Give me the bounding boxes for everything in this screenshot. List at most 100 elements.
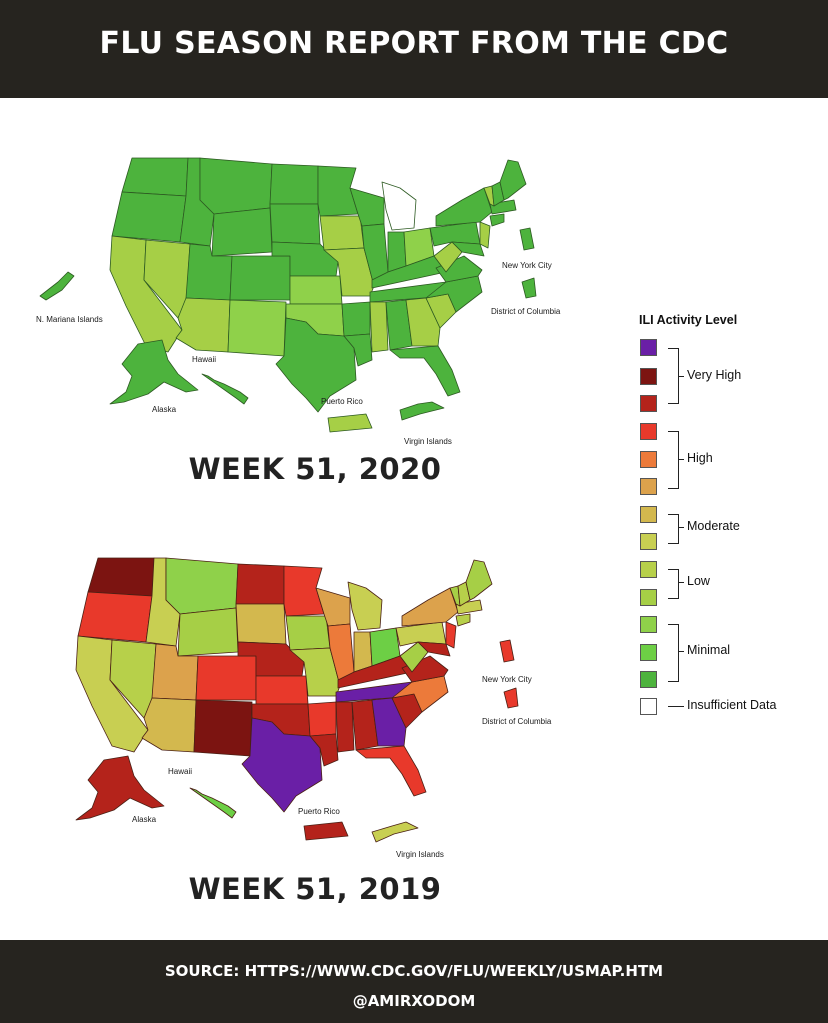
state-maine: [465, 559, 493, 601]
legend-swatch-high-3: [640, 423, 657, 440]
label-mariana: N. Mariana Islands: [36, 315, 103, 324]
state-washington: [121, 157, 189, 197]
legend-swatch-very-high-3: [640, 339, 657, 356]
footer-banner: SOURCE: HTTPS://WWW.CDC.GOV/FLU/WEEKLY/U…: [0, 940, 828, 1023]
territory-virgin-islands: [371, 821, 419, 843]
state-indiana: [353, 631, 373, 673]
state-wyoming: [211, 207, 273, 257]
state-new-jersey: [445, 621, 457, 649]
state-louisiana: [309, 733, 339, 767]
state-texas: [241, 717, 323, 813]
legend-swatch-high-1: [640, 478, 657, 495]
label-dc: District of Columbia: [491, 307, 561, 316]
state-arkansas: [307, 701, 337, 737]
label-puerto-rico: Puerto Rico: [298, 807, 340, 816]
legend-swatch-minimal-1: [640, 671, 657, 688]
state-michigan: [381, 181, 417, 231]
legend-swatch-low-2: [640, 561, 657, 578]
legend-bracket-low: [668, 569, 679, 599]
legend-label-minimal: Minimal: [687, 643, 731, 657]
state-michigan: [347, 581, 383, 631]
legend-label-moderate: Moderate: [687, 519, 740, 533]
legend-swatch-very-high-1: [640, 395, 657, 412]
state-connecticut: [455, 613, 471, 627]
caption-week-51-2019: WEEK 51, 2019: [188, 872, 442, 906]
state-indiana: [387, 231, 407, 273]
map-2019: Hawaii Alaska Puerto Rico Virgin Islands…: [75, 557, 552, 859]
territory-dc: [521, 277, 537, 299]
label-hawaii: Hawaii: [168, 767, 192, 776]
label-puerto-rico: Puerto Rico: [321, 397, 363, 406]
source-link[interactable]: SOURCE: HTTPS://WWW.CDC.GOV/FLU/WEEKLY/U…: [164, 962, 664, 980]
state-hawaii: [201, 373, 249, 405]
state-iowa: [285, 615, 331, 651]
state-arizona: [175, 297, 231, 353]
label-hawaii: Hawaii: [192, 355, 216, 364]
state-new-mexico: [227, 299, 287, 357]
legend-swatch-moderate-1: [640, 533, 657, 550]
legend-bracket-tick: [678, 376, 684, 377]
state-washington: [87, 557, 155, 597]
state-maryland: [451, 241, 485, 257]
legend-bracket-tick: [678, 651, 684, 652]
label-dc: District of Columbia: [482, 717, 552, 726]
state-florida: [355, 745, 427, 797]
legend-bracket-high: [668, 431, 679, 489]
state-maine: [499, 159, 527, 201]
state-mississippi: [369, 301, 389, 353]
state-virginia: [401, 655, 449, 683]
legend-swatch-insufficient: [640, 698, 657, 715]
state-new-york: [435, 187, 493, 227]
legend-bracket-tick: [678, 527, 684, 528]
territory-puerto-rico: [327, 413, 373, 433]
legend-label-very-high: Very High: [687, 368, 742, 382]
state-alaska: [75, 755, 165, 821]
state-iowa: [319, 215, 365, 251]
state-connecticut: [489, 213, 505, 227]
state-montana: [199, 157, 273, 215]
state-oregon: [77, 591, 153, 643]
label-virgin-islands: Virgin Islands: [396, 850, 444, 859]
legend-swatch-low-1: [640, 589, 657, 606]
legend-label-high: High: [687, 451, 713, 465]
territory-new-york-city: [499, 639, 515, 663]
legend: ILI Activity Level Very High High Modera…: [630, 310, 828, 730]
label-alaska: Alaska: [132, 815, 157, 824]
legend-title: ILI Activity Level: [639, 313, 738, 327]
label-new-york-city: New York City: [482, 675, 532, 684]
label-new-york-city: New York City: [502, 261, 552, 270]
state-arizona: [141, 697, 197, 753]
territory-virgin-islands: [399, 401, 445, 421]
state-louisiana: [343, 333, 373, 367]
state-maryland: [417, 641, 451, 657]
state-hawaii: [189, 787, 237, 819]
state-north-dakota: [235, 563, 285, 605]
state-new-mexico: [193, 699, 253, 757]
territory-new-york-city: [519, 227, 535, 251]
state-colorado: [195, 655, 257, 701]
legend-insufficient-line: [668, 706, 684, 707]
label-virgin-islands: Virgin Islands: [404, 437, 452, 446]
legend-swatch-moderate-2: [640, 506, 657, 523]
state-new-york: [401, 587, 459, 627]
state-south-dakota: [235, 603, 287, 645]
legend-swatch-high-2: [640, 451, 657, 468]
legend-label-low: Low: [687, 574, 710, 588]
legend-swatch-minimal-3: [640, 616, 657, 633]
state-arkansas: [341, 301, 371, 337]
state-kansas: [255, 675, 309, 705]
legend-swatch-minimal-2: [640, 644, 657, 661]
legend-bracket-tick: [678, 582, 684, 583]
legend-bracket-minimal: [668, 624, 679, 682]
legend-bracket-tick: [678, 459, 684, 460]
state-oregon: [111, 191, 187, 243]
state-south-dakota: [269, 203, 321, 245]
legend-label-insufficient: Insufficient Data: [687, 698, 777, 712]
label-alaska: Alaska: [152, 405, 177, 414]
legend-swatch-very-high-2: [640, 368, 657, 385]
state-alaska: [109, 339, 199, 405]
state-new-jersey: [479, 221, 491, 249]
legend-bracket-moderate: [668, 514, 679, 544]
territory-mariana: [39, 271, 75, 301]
state-florida: [389, 345, 461, 397]
